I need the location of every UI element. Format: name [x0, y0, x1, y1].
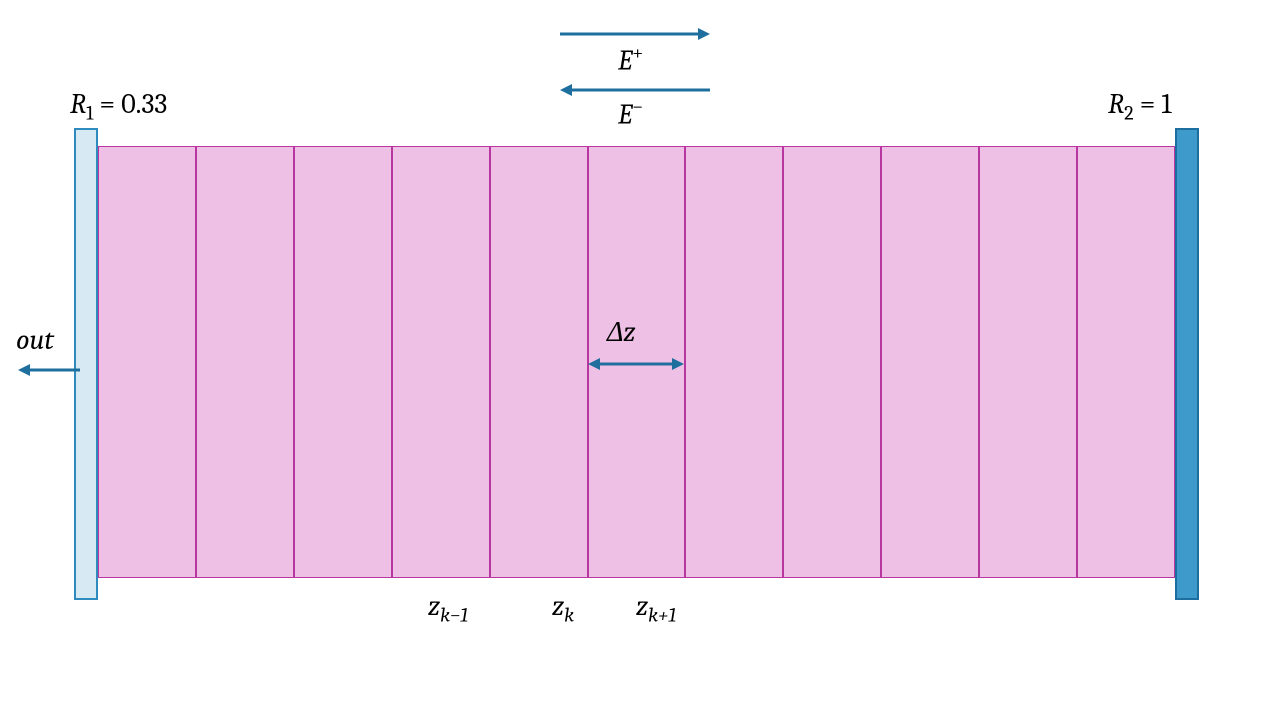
zk-symbol: z	[552, 590, 564, 622]
label-R1: R1 = 0.33	[70, 88, 167, 126]
R2-subscript: 2	[1124, 103, 1134, 126]
delta-z-text: Δz	[607, 316, 636, 348]
label-z-k-minus-1: zk−1	[428, 590, 468, 628]
Eplus-superscript: +	[632, 42, 643, 65]
label-delta-z: Δz	[607, 316, 636, 349]
label-E-plus: E+	[618, 42, 643, 76]
zkp1-subscript: k+1	[648, 605, 676, 628]
arrow-output	[18, 360, 80, 380]
R1-symbol: R	[70, 88, 86, 120]
Eplus-symbol: E	[618, 44, 632, 76]
out-text: out	[16, 324, 54, 356]
label-R2: R2 = 1	[1108, 88, 1172, 126]
cavity-slab	[490, 146, 588, 578]
label-out: out	[16, 324, 54, 356]
cavity-slab	[1077, 146, 1175, 578]
cavity-slab	[98, 146, 196, 578]
label-E-minus: E−	[618, 96, 643, 130]
R2-symbol: R	[1108, 88, 1124, 120]
Eminus-symbol: E	[618, 98, 632, 130]
label-z-k-plus-1: zk+1	[636, 590, 676, 628]
mirror-right	[1175, 128, 1199, 600]
cavity-slab	[979, 146, 1077, 578]
R1-value: = 0.33	[93, 88, 167, 120]
cavity-slab	[685, 146, 783, 578]
arrow-forward-field	[560, 24, 710, 44]
cavity-slab	[196, 146, 294, 578]
R2-value: = 1	[1134, 88, 1172, 120]
label-z-k: zk	[552, 590, 574, 628]
cavity-slab	[392, 146, 490, 578]
cavity-slab	[294, 146, 392, 578]
diagram-canvas: { "canvas": { "width": 1280, "height": 7…	[0, 0, 1280, 720]
zk-subscript: k	[564, 605, 574, 628]
zkm1-subscript: k−1	[440, 605, 468, 628]
zkp1-symbol: z	[636, 590, 648, 622]
cavity-slab	[783, 146, 881, 578]
cavity-slab	[881, 146, 979, 578]
zkm1-symbol: z	[428, 590, 440, 622]
Eminus-superscript: −	[632, 96, 643, 119]
arrow-delta-z	[588, 354, 684, 374]
